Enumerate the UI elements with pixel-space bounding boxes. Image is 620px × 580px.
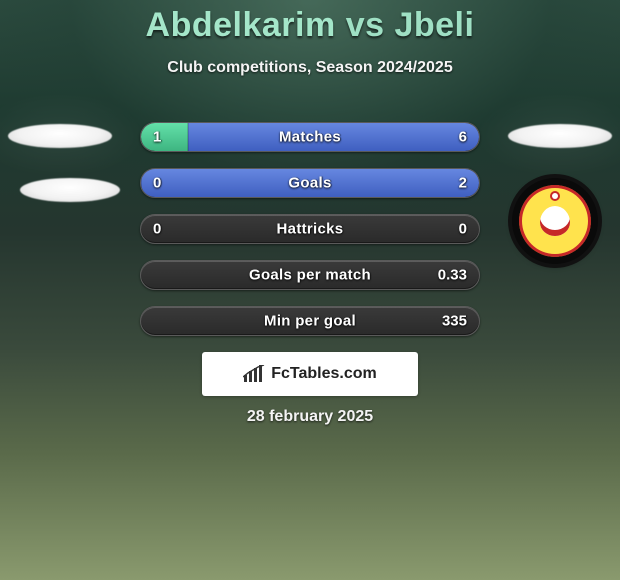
crest-icon bbox=[519, 185, 591, 257]
right-club-badge-1 bbox=[508, 124, 612, 148]
bar-chart-icon bbox=[243, 365, 265, 383]
source-logo-text: FcTables.com bbox=[271, 365, 377, 383]
infographic: Abdelkarim vs Jbeli Club competitions, S… bbox=[0, 0, 620, 580]
stat-label: Min per goal bbox=[264, 313, 356, 330]
source-logo: FcTables.com bbox=[202, 352, 418, 396]
stat-row: 0 Goals 2 bbox=[140, 168, 480, 198]
stat-row: Min per goal 335 bbox=[140, 306, 480, 336]
left-club-badge-2 bbox=[20, 178, 120, 202]
stat-left-value: 1 bbox=[153, 129, 161, 146]
stat-label: Goals per match bbox=[249, 267, 371, 284]
player1-name: Abdelkarim bbox=[146, 6, 336, 44]
comparison-bars: 1 Matches 6 0 Goals 2 0 Hattricks 0 Goals per mat… bbox=[140, 122, 480, 352]
date-label: 28 february 2025 bbox=[247, 408, 373, 426]
stat-row: Goals per match 0.33 bbox=[140, 260, 480, 290]
stat-label: Goals bbox=[288, 175, 331, 192]
left-club-badge-1 bbox=[8, 124, 112, 148]
stat-row: 0 Hattricks 0 bbox=[140, 214, 480, 244]
stat-row: 1 Matches 6 bbox=[140, 122, 480, 152]
stat-right-value: 335 bbox=[442, 313, 467, 330]
stat-right-value: 2 bbox=[459, 175, 467, 192]
stat-left-value: 0 bbox=[153, 221, 161, 238]
stat-right-value: 0 bbox=[459, 221, 467, 238]
stat-label: Matches bbox=[279, 129, 341, 146]
right-club-crest bbox=[512, 178, 598, 264]
bar-fill-left bbox=[141, 123, 188, 151]
stat-label: Hattricks bbox=[277, 221, 344, 238]
player2-name: Jbeli bbox=[394, 6, 474, 44]
stat-right-value: 6 bbox=[459, 129, 467, 146]
stat-left-value: 0 bbox=[153, 175, 161, 192]
page-title: Abdelkarim vs Jbeli bbox=[0, 0, 620, 45]
vs-separator: vs bbox=[346, 6, 385, 44]
subtitle: Club competitions, Season 2024/2025 bbox=[0, 59, 620, 77]
stat-right-value: 0.33 bbox=[438, 267, 467, 284]
